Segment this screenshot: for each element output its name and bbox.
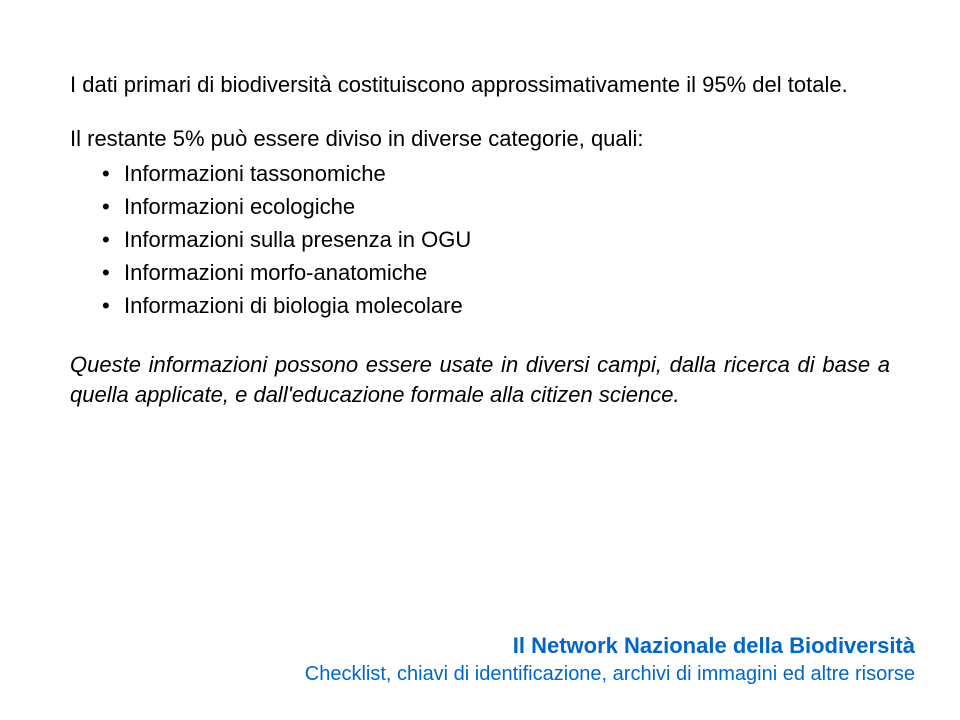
closing-paragraph: Queste informazioni possono essere usate… [70,350,890,409]
list-item: Informazioni ecologiche [70,190,890,223]
slide: I dati primari di biodiversità costituis… [0,0,960,720]
footer-subtitle: Checklist, chiavi di identificazione, ar… [305,661,915,688]
footer: Il Network Nazionale della Biodiversità … [305,631,915,688]
list-item: Informazioni tassonomiche [70,157,890,190]
list-item: Informazioni di biologia molecolare [70,289,890,322]
bullet-list: Informazioni tassonomiche Informazioni e… [70,157,890,322]
list-item: Informazioni morfo-anatomiche [70,256,890,289]
footer-title: Il Network Nazionale della Biodiversità [305,631,915,661]
intro-paragraph: I dati primari di biodiversità costituis… [70,70,890,100]
list-item: Informazioni sulla presenza in OGU [70,223,890,256]
lead-paragraph: Il restante 5% può essere diviso in dive… [70,124,890,154]
